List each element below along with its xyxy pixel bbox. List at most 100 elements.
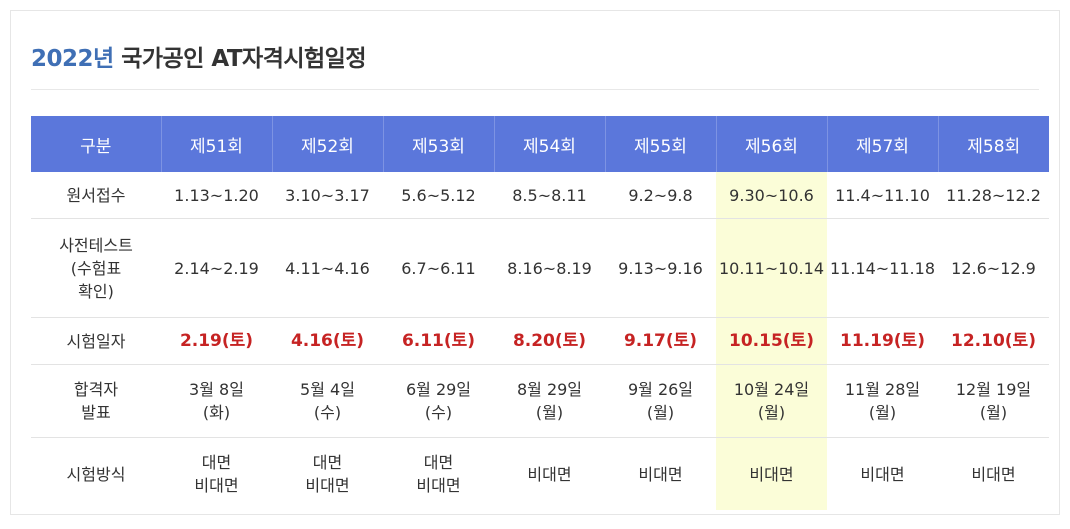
row-label-line: 시험일자: [66, 331, 126, 351]
table-cell: 3월 8일 (화): [161, 364, 272, 438]
row-label: 합격자 발표: [31, 364, 161, 438]
cell-value: 5.6~5.12: [401, 185, 476, 205]
cell-value: 12.6~12.9: [951, 258, 1036, 278]
cell-value: 비대면: [305, 476, 350, 495]
cell-value: (화): [202, 403, 231, 422]
table-cell: 10.11~10.14: [716, 218, 827, 318]
table-cell: 9.17(토): [605, 317, 716, 365]
table-cell: 비대면: [827, 438, 938, 511]
cell-value: (월): [979, 403, 1008, 422]
header-round-56: 제56회: [716, 116, 828, 172]
table-cell: 8월 29일 (월): [494, 364, 605, 438]
cell-value: (수): [313, 403, 342, 422]
table-cell: 비대면: [938, 438, 1049, 511]
cell-value: 대면: [423, 453, 454, 472]
title-text: 국가공인 AT자격시험일정: [113, 46, 367, 72]
header-round-51: 제51회: [161, 116, 273, 172]
row-label-line: 확인): [78, 281, 114, 301]
row-label: 시험방식: [31, 438, 161, 511]
table-header-row: 구분 제51회 제52회 제53회 제54회 제55회 제56회 제57회 제5…: [31, 116, 1049, 172]
row-label-line: 사전테스트: [59, 235, 133, 255]
table-body: 원서접수 1.13~1.20 3.10~3.17 5.6~5.12 8.5~8.11 9.…: [31, 172, 1049, 510]
table-cell: 11월 28일 (월): [827, 364, 938, 438]
cell-value: (수): [424, 403, 453, 422]
cell-value: 2.14~2.19: [174, 258, 259, 278]
exam-date-value: 2.19(토): [179, 330, 254, 351]
cell-value: 12월 19일: [955, 380, 1032, 399]
row-label-line: 시험방식: [66, 464, 126, 484]
exam-date-value: 11.19(토): [840, 330, 925, 351]
table-cell: 12.10(토): [938, 317, 1049, 365]
table-cell: 10월 24일 (월): [716, 364, 827, 438]
cell-value: 3월 8일: [189, 380, 244, 399]
cell-value: 비대면: [971, 464, 1016, 484]
title-divider: [31, 89, 1039, 90]
cell-value: 10월 24일: [733, 380, 810, 399]
exam-date-value: 8.20(토): [512, 330, 587, 351]
table-cell: 6.11(토): [383, 317, 494, 365]
cell-value: 비대면: [860, 464, 905, 484]
table-cell: 9.13~9.16: [605, 218, 716, 318]
table-cell: 비대면: [605, 438, 716, 511]
cell-value: 6.7~6.11: [401, 258, 476, 278]
table-cell: 9월 26일 (월): [605, 364, 716, 438]
cell-value: 5월 4일: [300, 380, 355, 399]
row-label: 시험일자: [31, 317, 161, 365]
cell-value: 대면: [312, 453, 343, 472]
header-round-54: 제54회: [494, 116, 606, 172]
cell-value: 4.11~4.16: [285, 258, 370, 278]
table-cell: 8.16~8.19: [494, 218, 605, 318]
exam-schedule-table: 구분 제51회 제52회 제53회 제54회 제55회 제56회 제57회 제5…: [31, 116, 1049, 510]
table-row-exam-date: 시험일자 2.19(토) 4.16(토) 6.11(토) 8.20(토) 9.17(토) 1…: [31, 317, 1049, 365]
table-cell: 11.14~11.18: [827, 218, 938, 318]
cell-value: (월): [868, 403, 897, 422]
table-cell: 2.14~2.19: [161, 218, 272, 318]
table-cell: 11.19(토): [827, 317, 938, 365]
table-cell: 6월 29일 (수): [383, 364, 494, 438]
cell-value: 비대면: [194, 476, 239, 495]
cell-value: 11.28~12.2: [946, 185, 1041, 205]
exam-date-value: 4.16(토): [290, 330, 365, 351]
table-cell: 10.15(토): [716, 317, 827, 365]
table-cell: 4.16(토): [272, 317, 383, 365]
header-round-55: 제55회: [605, 116, 717, 172]
title-year: 2022년: [31, 46, 114, 72]
table-cell: 대면 비대면: [161, 438, 272, 511]
cell-value: 비대면: [416, 476, 461, 495]
table-cell: 비대면: [494, 438, 605, 511]
table-cell: 3.10~3.17: [272, 172, 383, 219]
table-row-application: 원서접수 1.13~1.20 3.10~3.17 5.6~5.12 8.5~8.11 9.…: [31, 172, 1049, 219]
row-label-line: (수험표: [70, 258, 122, 278]
page-title: 2022년 국가공인 AT자격시험일정: [31, 39, 367, 73]
exam-date-value: 12.10(토): [951, 330, 1036, 351]
cell-value: (월): [646, 403, 675, 422]
cell-value: 3.10~3.17: [285, 185, 370, 205]
header-round-53: 제53회: [383, 116, 495, 172]
table-cell: 5월 4일 (수): [272, 364, 383, 438]
header-round-58: 제58회: [938, 116, 1049, 172]
table-cell: 8.20(토): [494, 317, 605, 365]
header-category: 구분: [31, 116, 162, 172]
schedule-card: 2022년 국가공인 AT자격시험일정 구분 제51회 제52회 제53회 제5…: [10, 10, 1060, 515]
cell-value: 9.13~9.16: [618, 258, 703, 278]
table-cell: 4.11~4.16: [272, 218, 383, 318]
cell-value: 8월 29일: [516, 380, 583, 399]
exam-date-value: 9.17(토): [623, 330, 698, 351]
cell-value: 6월 29일: [405, 380, 472, 399]
row-label-line: 원서접수: [66, 185, 126, 205]
cell-value: (월): [535, 403, 564, 422]
cell-value: 8.5~8.11: [512, 185, 587, 205]
table-cell: 2.19(토): [161, 317, 272, 365]
cell-value: 11.14~11.18: [829, 258, 935, 278]
table-cell: 비대면: [716, 437, 827, 510]
cell-value: 9월 26일: [627, 380, 694, 399]
table-cell: 8.5~8.11: [494, 172, 605, 219]
table-cell: 6.7~6.11: [383, 218, 494, 318]
cell-value: 비대면: [527, 464, 572, 484]
row-label: 원서접수: [31, 172, 161, 219]
cell-value: 11월 28일: [844, 380, 921, 399]
